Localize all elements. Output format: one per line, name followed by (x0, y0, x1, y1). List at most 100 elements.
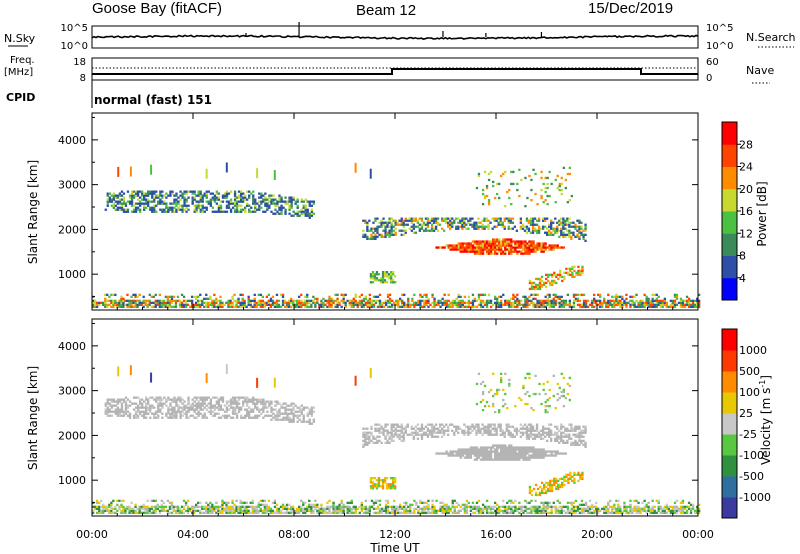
scatter-cell (374, 229, 377, 232)
scatter-cell (694, 299, 697, 303)
scatter-cell (562, 405, 566, 408)
scatter-cell (477, 297, 481, 301)
scatter-cell (213, 406, 217, 409)
scatter-cell (560, 394, 563, 398)
scatter-cell (544, 176, 547, 180)
scatter-cell (92, 509, 95, 513)
scatter-cell (296, 301, 299, 305)
scatter-cell (521, 227, 525, 230)
scatter-cell (619, 305, 622, 309)
scatter-cell (251, 501, 254, 505)
scatter-cell (510, 305, 513, 309)
scatter-cell (276, 402, 279, 405)
scatter-cell (122, 305, 125, 309)
scatter-cell (552, 227, 555, 230)
scatter-cell (556, 244, 559, 247)
scatter-cell (374, 437, 377, 440)
scatter-cell (381, 481, 385, 484)
scatter-cell (140, 303, 143, 307)
scatter-cell (197, 202, 200, 205)
scatter-cell (227, 305, 230, 309)
scatter-cell (227, 404, 231, 407)
scatter-cell (128, 505, 131, 509)
scatter-cell (536, 450, 539, 453)
scatter-cell (106, 414, 109, 417)
scatter-cell (239, 303, 242, 307)
scatter-cell (671, 301, 675, 305)
scatter-cell (465, 448, 469, 451)
scatter-cell (507, 225, 510, 228)
scatter-cell (302, 204, 305, 207)
scatter-cell (237, 196, 241, 199)
scatter-cell (203, 511, 206, 515)
scatter-cell (560, 437, 563, 440)
scatter-cell (390, 437, 393, 440)
scatter-cell (535, 425, 539, 428)
scatter-cell (396, 425, 399, 428)
scatter-cell (657, 303, 660, 307)
scatter-cell (176, 299, 180, 303)
scatter-cell (535, 427, 539, 430)
scatter-cell (302, 420, 305, 423)
scatter-cell (542, 244, 545, 247)
scatter-cell (211, 406, 215, 409)
scatter-cell (394, 433, 397, 436)
scatter-cell (498, 454, 501, 457)
scatter-cell (278, 414, 281, 417)
scatter-cell (262, 416, 265, 419)
scatter-cell (524, 205, 527, 208)
scatter-cell (157, 396, 160, 399)
scatter-cell (519, 431, 523, 434)
scatter-cell (394, 485, 397, 488)
scatter-cell (175, 416, 178, 419)
scatter-cell (237, 408, 241, 411)
scatter-cell (102, 303, 105, 307)
scatter-cell (447, 454, 450, 457)
scatter-cell (134, 414, 138, 417)
scatter-cell (487, 248, 491, 251)
scatter-cell (187, 406, 190, 409)
scatter-cell (280, 406, 283, 409)
scatter-cell (244, 396, 247, 399)
scatter-cell (445, 429, 448, 432)
scatter-cell (550, 244, 553, 247)
scatter-cell (364, 427, 367, 430)
scatter-cell (215, 406, 219, 409)
scatter-cell (467, 450, 471, 453)
scatter-cell (492, 444, 495, 447)
scatter-cell (544, 392, 547, 396)
scatter-cell (401, 301, 404, 305)
scatter-cell (126, 404, 130, 407)
scatter-cell (390, 483, 393, 486)
scatter-cell (492, 372, 495, 376)
scatter-cell (275, 509, 279, 513)
scatter-cell (235, 204, 239, 207)
scatter-cell (473, 448, 477, 451)
scatter-cell (183, 202, 186, 205)
scatter-cell (243, 507, 246, 511)
scatter-cell (582, 235, 585, 239)
scatter-cell (106, 507, 109, 511)
scatter-cell (386, 441, 389, 445)
scatter-cell (574, 225, 577, 228)
scatter-cell (120, 406, 124, 409)
scatter-cell (324, 299, 327, 303)
scatter-cell (479, 454, 483, 457)
scatter-cell (233, 503, 236, 507)
scatter-cell (362, 433, 365, 436)
scatter-cell (184, 299, 188, 303)
scatter-cell (566, 303, 570, 307)
scatter-cell (166, 305, 170, 309)
scatter-cell (171, 414, 174, 417)
scatter-cell (221, 499, 224, 503)
scatter-cell (485, 184, 489, 188)
scatter-cell (451, 305, 454, 309)
scatter-cell (465, 217, 468, 220)
scatter-cell (110, 198, 114, 201)
scatter-cell (292, 402, 295, 405)
scatter-cell (231, 301, 234, 305)
scatter-cell (570, 443, 573, 447)
scatter-cell (615, 297, 618, 301)
scatter-cell (282, 402, 285, 405)
scatter-cell (629, 295, 632, 299)
